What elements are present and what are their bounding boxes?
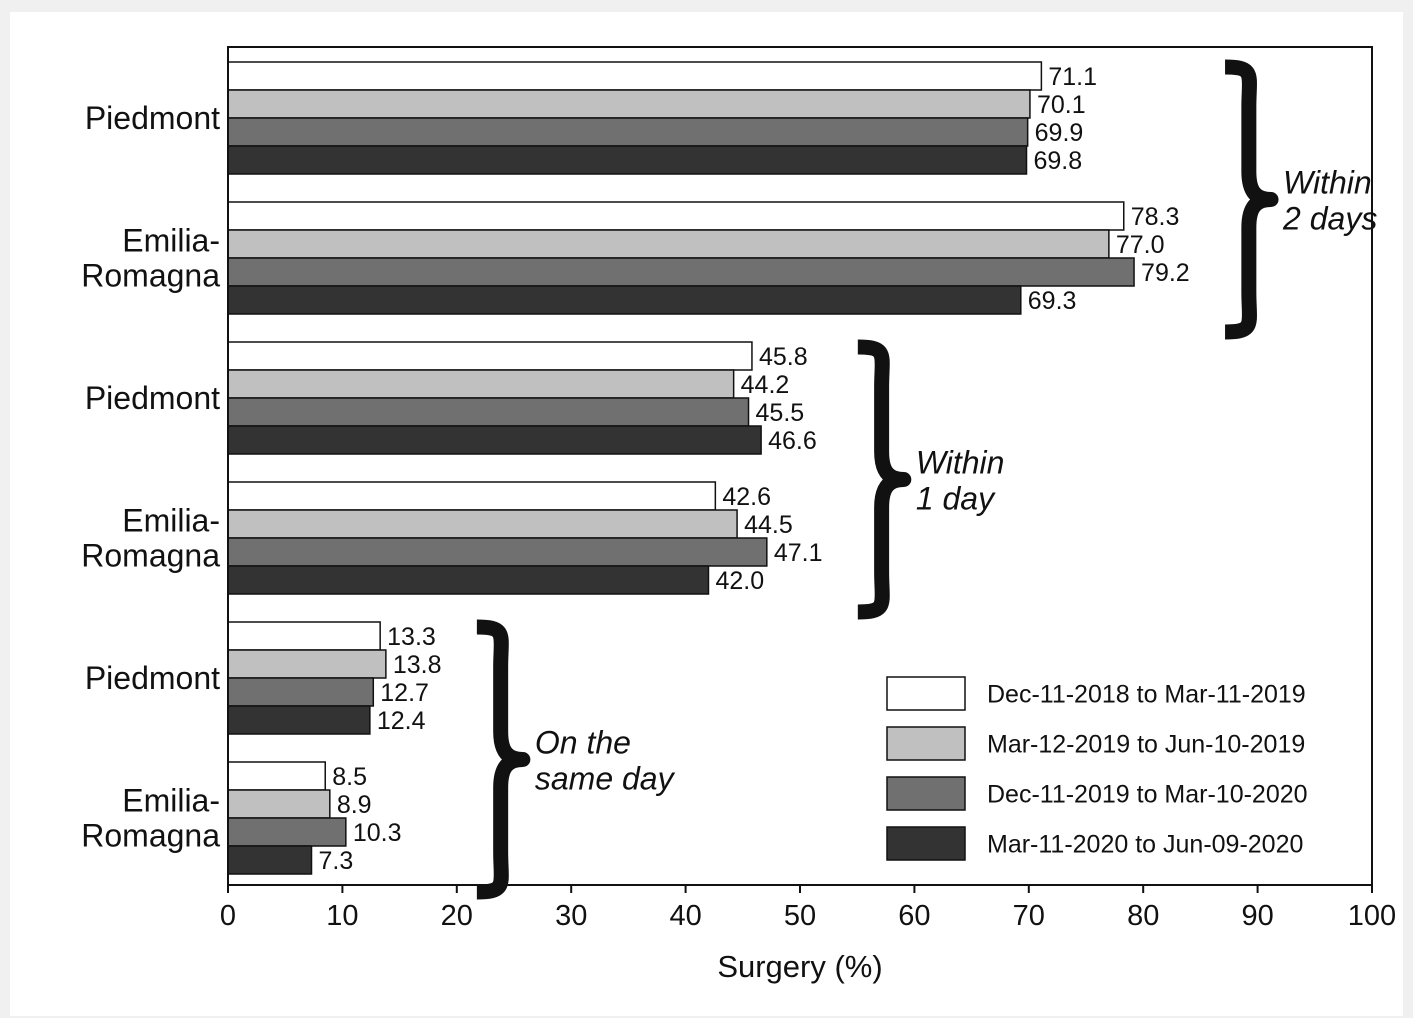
x-tick-label-50: 50 [784,900,816,932]
bar-g1-c0-s3 [227,425,762,455]
x-axis: 0 10 20 30 40 50 60 70 80 90 100 [220,885,1396,932]
category-label-g0-c1-line1: Romagna [81,258,220,294]
value-label-g2-c0-s0: 13.3 [387,623,436,651]
x-tick-label-80: 80 [1127,900,1159,932]
bars-layer [227,61,1135,875]
x-tick-label-70: 70 [1013,900,1045,932]
value-label-g1-c0-s1: 44.2 [741,371,790,399]
x-tick-label-10: 10 [326,900,358,932]
value-label-g1-c0-s2: 45.5 [756,399,805,427]
bar-chart: 71.170.169.969.8 78.377.079.2 69.3 45.844.2… [81,46,1396,984]
group-brace-2 [476,619,531,900]
x-axis-title: Surgery (%) [717,949,882,984]
value-label-g2-c0-s2: 12.7 [380,679,429,707]
bar-g2-c1-s3 [227,845,313,875]
bar-g2-c1-s1 [227,789,331,819]
category-label-g0-c0: Piedmont [85,100,220,136]
value-label-g1-c1-s2: 47.1 [774,539,823,567]
group-label-0-line1: 2 days [1282,201,1377,237]
legend-label-2: Dec-11-2019 to Mar-10-2020 [987,781,1308,809]
value-label-g1-c1-s0: 42.6 [722,483,771,511]
x-tick-label-30: 30 [555,900,587,932]
value-label-g2-c1-s2: 10.3 [353,819,402,847]
category-label-g1-c1-line1: Romagna [81,538,220,574]
value-label-g0-c0-s2: 69.9 [1035,119,1084,147]
value-label-g2-c1-s0: 8.5 [332,763,367,791]
bar-g2-c1-s2 [227,817,347,847]
figure-panel: 71.1 70.1 69.9 69.8 78.3 77.0 79.2 69.3 45.8 44.2… [10,12,1403,1016]
bar-g2-c1-s0 [227,761,326,791]
group-label-1-line1: 1 day [916,481,996,517]
value-labels-layer: 71.170.169.969.8 78.377.079.2 69.3 45.844.2… [319,63,1190,875]
bar-g0-c0-s3 [227,145,1028,175]
value-label-g0-c1-s3: 69.3 [1028,287,1077,315]
category-label-g1-c1-line0: Emilia- [122,503,220,539]
value-label-g0-c0-s1: 70.1 [1037,91,1086,119]
legend-swatch-3 [886,826,966,861]
x-tick-label-40: 40 [669,900,701,932]
category-label-g0-c1-line0: Emilia- [122,223,220,259]
bar-g2-c0-s1 [227,649,387,679]
value-label-g2-c1-s1: 8.9 [337,791,372,819]
bar-g0-c0-s1 [227,89,1031,119]
legend-swatch-1 [886,726,966,761]
category-label-g2-c1-line1: Romagna [81,818,220,854]
value-label-g0-c0-s0: 71.1 [1048,63,1097,91]
bar-g0-c1-s0 [227,201,1125,231]
legend-label-0: Dec-11-2018 to Mar-11-2019 [987,681,1306,709]
legend-label-1: Mar-12-2019 to Jun-10-2019 [987,731,1305,759]
group-label-2-line1: same day [535,761,676,797]
value-label-g0-c1-s2: 79.2 [1141,259,1190,287]
x-tick-label-90: 90 [1241,900,1273,932]
category-label-g1-c0: Piedmont [85,380,220,416]
bar-g1-c1-s3 [227,565,710,595]
bar-g1-c1-s1 [227,509,738,539]
bar-g0-c1-s2 [227,257,1135,287]
bar-g2-c0-s2 [227,677,375,707]
bar-g0-c0-s0 [227,61,1043,91]
legend-label-3: Mar-11-2020 to Jun-09-2020 [987,831,1303,859]
bar-g1-c0-s2 [227,397,750,427]
bar-g0-c0-s2 [227,117,1029,147]
group-label-2-line0: On the [535,725,631,761]
value-label-g2-c0-s1: 13.8 [393,651,442,679]
bar-g0-c1-s3 [227,285,1022,315]
x-tick-label-60: 60 [898,900,930,932]
value-label-g2-c1-s3: 7.3 [319,847,354,875]
bar-g1-c1-s0 [227,481,717,511]
category-label-g2-c0: Piedmont [85,660,220,696]
group-brace-0 [1224,59,1279,340]
bar-g2-c0-s3 [227,705,371,735]
x-tick-label-20: 20 [441,900,473,932]
bar-g1-c1-s2 [227,537,768,567]
bar-g1-c0-s1 [227,369,735,399]
group-label-1-line0: Within [916,445,1005,481]
value-label-g1-c0-s0: 45.8 [759,343,808,371]
group-label-0-line0: Within [1283,165,1372,201]
value-label-g0-c0-s3: 69.8 [1034,147,1083,175]
x-tick-label-100: 100 [1348,900,1396,932]
value-label-g0-c1-s0: 78.3 [1131,203,1180,231]
bar-g2-c0-s0 [227,621,381,651]
bar-g0-c1-s1 [227,229,1110,259]
value-label-g1-c1-s3: 42.0 [715,567,764,595]
category-labels-layer: PiedmontEmilia-RomagnaPiedmontEmilia-Rom… [81,100,220,854]
legend-swatch-2 [886,776,966,811]
group-brace-1 [857,339,912,620]
value-label-g1-c0-s3: 46.6 [768,427,817,455]
value-label-g1-c1-s1: 44.5 [744,511,793,539]
category-label-g2-c1-line0: Emilia- [122,783,220,819]
legend-swatch-0 [886,676,966,711]
value-label-g0-c1-s1: 77.0 [1116,231,1165,259]
value-label-g2-c0-s3: 12.4 [377,707,426,735]
bar-g1-c0-s0 [227,341,753,371]
x-tick-label-0: 0 [220,900,236,932]
legend: Dec-11-2018 to Mar-11-2019 Mar-12-2019 to… [886,676,1308,861]
